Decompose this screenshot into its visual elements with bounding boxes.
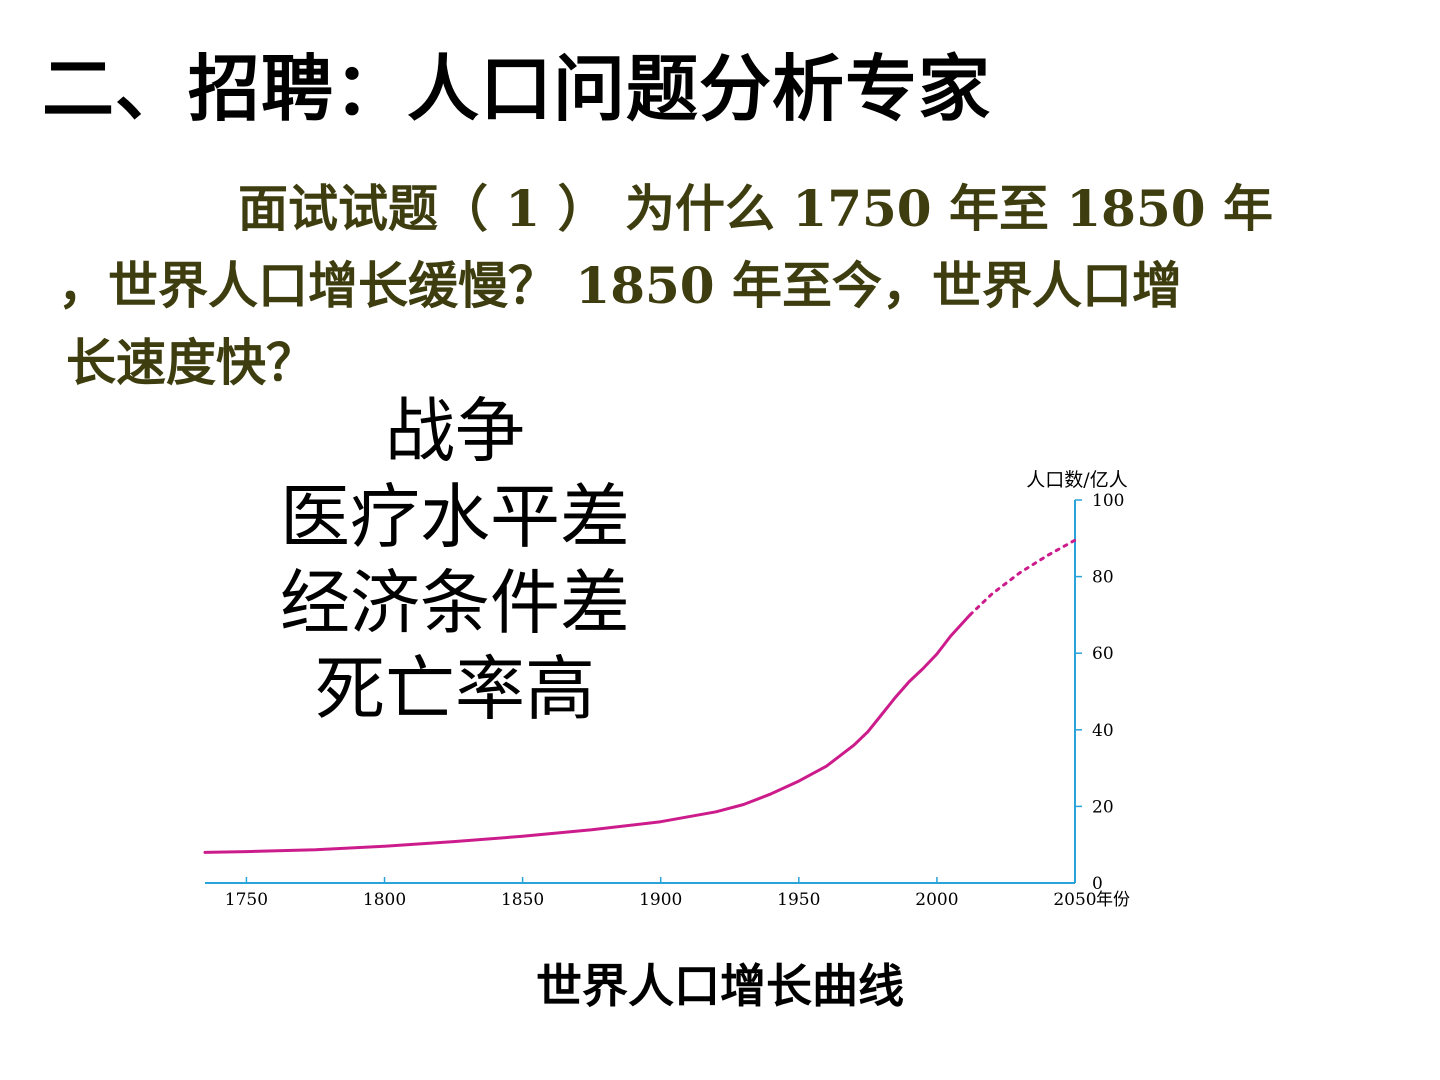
chart-axes [205,500,1076,884]
question-line-3: 长速度快？ [66,333,316,392]
chart-title: 世界人口增长曲线 [536,959,904,1013]
y-tick-label: 80 [1092,568,1114,588]
x-tick-label: 2000 [915,890,958,910]
x-tick-label: 1800 [363,890,406,910]
reasons-list: 战争 医疗水平差 经济条件差 死亡率高 [250,388,660,732]
y-tick-label: 0 [1092,874,1103,894]
reason-high-mortality: 死亡率高 [315,648,595,730]
reason-poor-economy: 经济条件差 [280,562,630,644]
x-tick-label: 1750 [225,890,268,910]
x-tick-label: 1950 [777,890,820,910]
y-tick-label: 20 [1092,797,1114,817]
y-tick-label: 40 [1092,721,1114,741]
x-tick-label: 1850 [501,890,544,910]
reason-poor-medical: 医疗水平差 [280,476,630,558]
question-line-2: ，世界人口增长缓慢？ 1850 年至今，世界人口增 [58,256,1182,315]
y-tick-label: 100 [1092,491,1124,511]
y-tick-label: 60 [1092,644,1114,664]
reason-war: 战争 [385,390,525,472]
slide-title: 二、招聘：人口问题分析专家 [42,47,992,131]
population-line [203,613,972,854]
projected-population-line [968,538,1077,617]
x-tick-label: 1900 [639,890,682,910]
x-axis-label: 年份 [1096,890,1130,910]
x-tick-label: 2050 [1053,890,1096,910]
interview-question: 面试试题（ 1 ） 为什么 1750 年至 1850 年 ，世界人口增长缓慢？ … [58,170,1286,401]
question-line-1: 面试试题（ 1 ） 为什么 1750 年至 1850 年 [238,179,1273,238]
chart-series [203,538,1077,854]
y-axis-label: 人口数/亿人 [1026,469,1127,491]
